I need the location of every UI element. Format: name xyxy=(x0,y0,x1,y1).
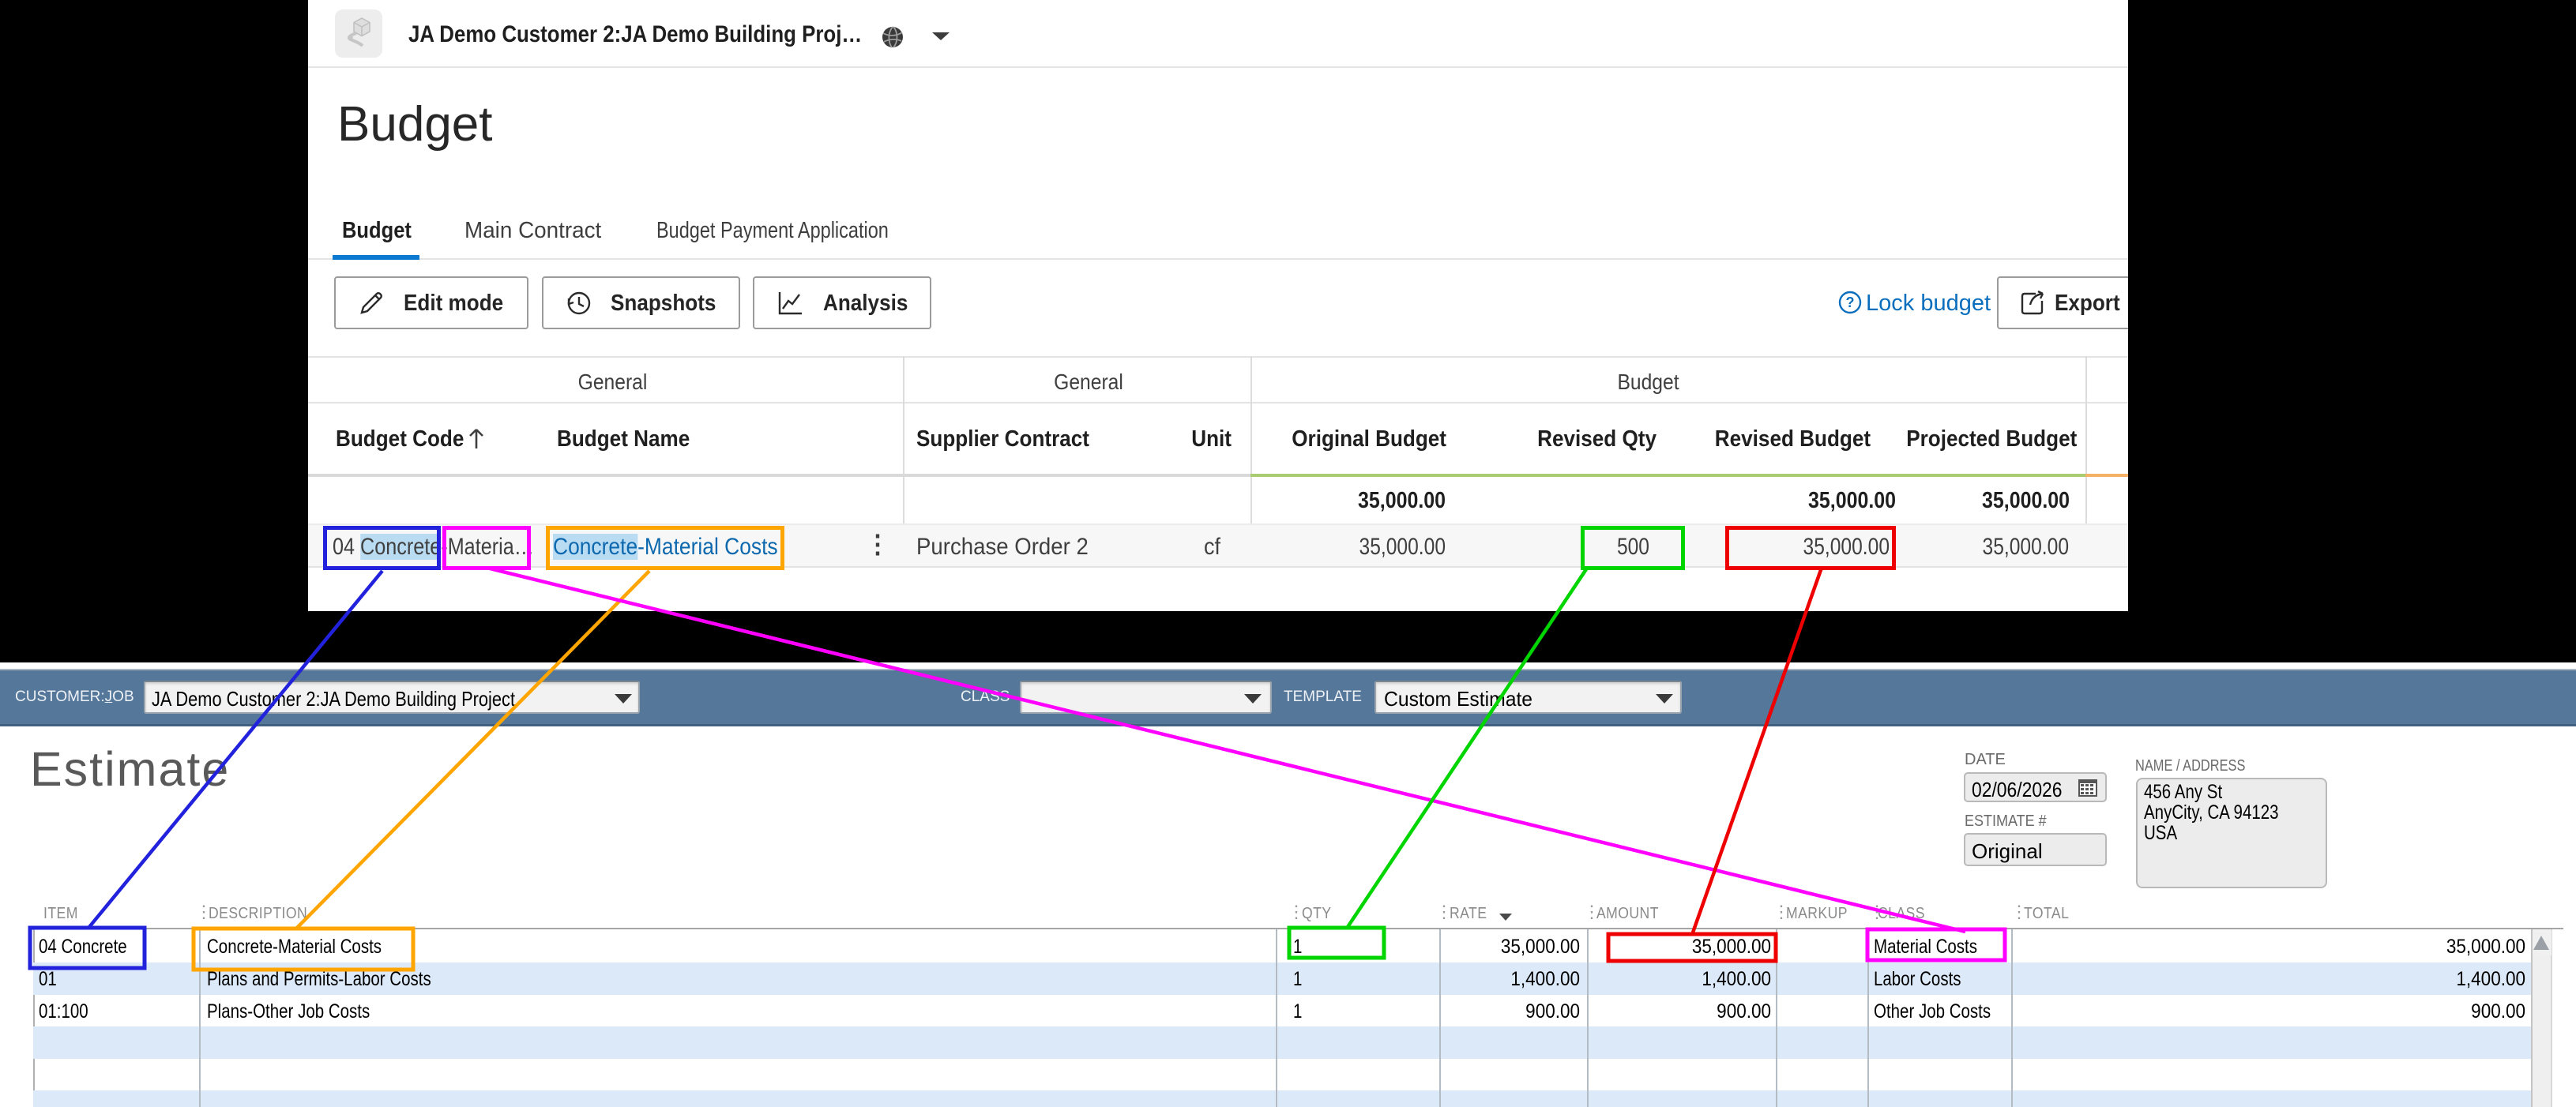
svg-text:?: ? xyxy=(1846,295,1855,310)
